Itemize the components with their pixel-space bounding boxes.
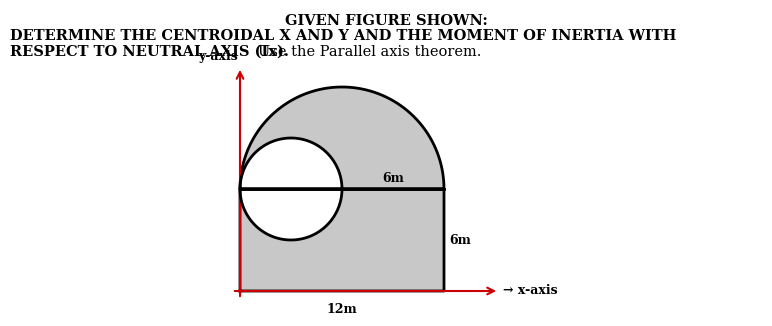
Text: RESPECT TO NEUTRAL AXIS (Ix).: RESPECT TO NEUTRAL AXIS (Ix). (10, 45, 294, 59)
Text: y-axis: y-axis (198, 50, 238, 63)
Text: 6m: 6m (382, 172, 404, 185)
Text: 6m: 6m (449, 233, 471, 246)
Polygon shape (240, 138, 342, 240)
Text: GIVEN FIGURE SHOWN:: GIVEN FIGURE SHOWN: (285, 14, 487, 28)
Text: → x-axis: → x-axis (503, 285, 557, 298)
Text: Use the Parallel axis theorem.: Use the Parallel axis theorem. (258, 45, 482, 59)
Text: DETERMINE THE CENTROIDAL X AND Y AND THE MOMENT OF INERTIA WITH: DETERMINE THE CENTROIDAL X AND Y AND THE… (10, 29, 676, 43)
Polygon shape (240, 87, 444, 291)
Text: 12m: 12m (327, 303, 357, 316)
